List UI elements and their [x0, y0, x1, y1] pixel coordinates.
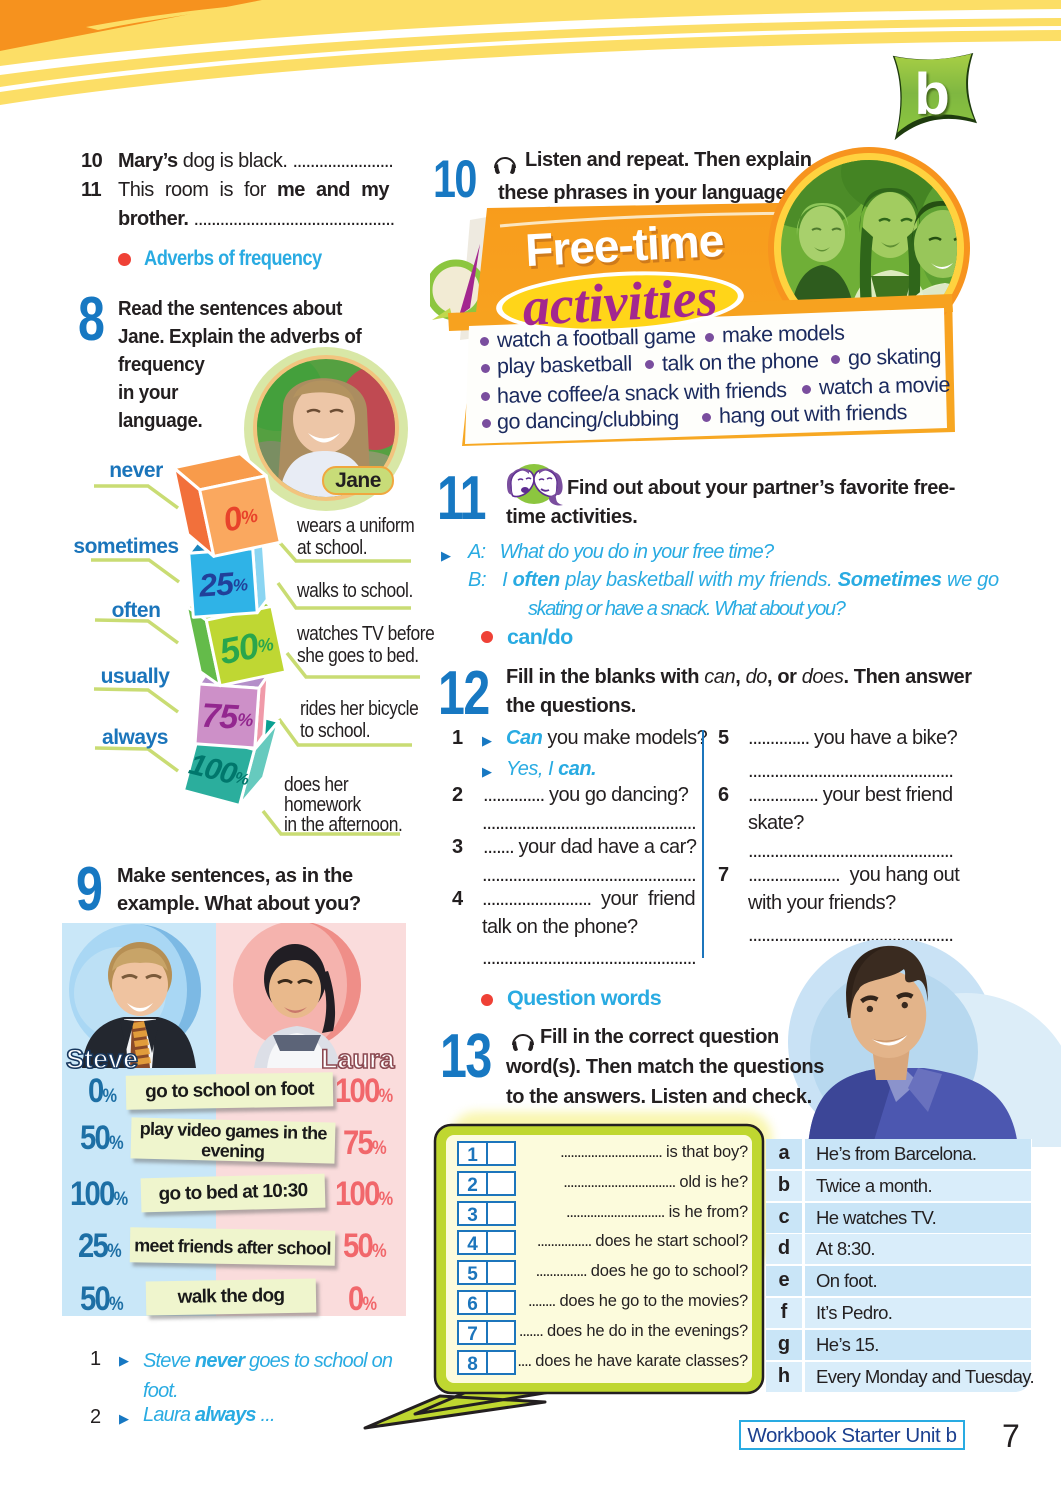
svg-text:Free-time: Free-time	[526, 217, 727, 279]
svg-text:activities: activities	[521, 267, 719, 337]
svg-text:Free-time: Free-time	[524, 214, 725, 276]
svg-text:b: b	[914, 62, 949, 127]
